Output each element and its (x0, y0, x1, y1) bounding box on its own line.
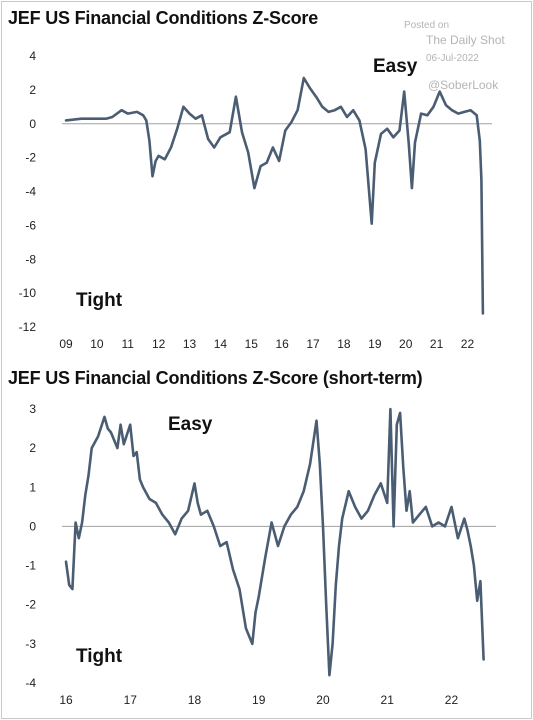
x-tick-label-short-term: 17 (124, 693, 138, 707)
y-tick-label-short-term: -2 (25, 598, 36, 612)
y-tick-label-short-term: -3 (25, 637, 36, 651)
y-tick-label-short-term: 0 (29, 519, 36, 533)
y-tick-label-short-term: 1 (29, 480, 36, 494)
series-line-long-term (64, 76, 485, 315)
y-tick-label-long-term: 0 (29, 117, 36, 131)
x-tick-label-short-term: 16 (59, 693, 73, 707)
y-tick-label-long-term: -12 (19, 320, 37, 334)
watermark-date: 06-Jul-2022 (426, 53, 479, 64)
x-tick-label-long-term: 22 (461, 337, 475, 351)
x-tick-label-long-term: 17 (306, 337, 320, 351)
watermark-posted: Posted on (404, 20, 449, 31)
x-tick-label-long-term: 18 (337, 337, 351, 351)
x-tick-label-long-term: 16 (275, 337, 289, 351)
watermark-handle: @SoberLook (428, 78, 499, 92)
x-tick-label-long-term: 09 (59, 337, 73, 351)
y-tick-label-long-term: -4 (25, 185, 36, 199)
x-tick-label-long-term: 10 (90, 337, 104, 351)
y-tick-label-long-term: 2 (29, 83, 36, 97)
x-tick-label-short-term: 18 (188, 693, 202, 707)
annotation-tight-short-term: Tight (76, 646, 123, 667)
watermark-source: The Daily Shot (426, 33, 505, 47)
x-tick-label-long-term: 14 (214, 337, 228, 351)
series-line-short-term (64, 407, 485, 677)
x-tick-label-short-term: 19 (252, 693, 266, 707)
x-tick-label-long-term: 20 (399, 337, 413, 351)
x-tick-label-short-term: 21 (381, 693, 395, 707)
y-tick-label-long-term: -8 (25, 252, 36, 266)
annotation-easy-short-term: Easy (168, 414, 213, 435)
x-tick-label-long-term: 12 (152, 337, 166, 351)
x-tick-label-short-term: 22 (445, 693, 459, 707)
chart-title-short-term: JEF US Financial Conditions Z-Score (sho… (8, 368, 423, 388)
y-tick-label-short-term: 3 (29, 402, 36, 416)
x-tick-label-long-term: 19 (368, 337, 382, 351)
y-tick-label-long-term: -10 (19, 286, 37, 300)
x-tick-label-long-term: 11 (122, 337, 135, 351)
x-tick-label-long-term: 21 (430, 337, 444, 351)
y-tick-label-long-term: 4 (29, 49, 36, 63)
y-tick-label-short-term: -1 (25, 559, 36, 573)
x-tick-label-long-term: 13 (183, 337, 197, 351)
y-tick-label-long-term: -6 (25, 218, 36, 232)
y-tick-label-short-term: -4 (25, 676, 36, 690)
y-tick-label-long-term: -2 (25, 151, 36, 165)
x-tick-label-long-term: 15 (245, 337, 259, 351)
y-tick-label-short-term: 2 (29, 441, 36, 455)
annotation-easy-long-term: Easy (373, 56, 418, 77)
annotation-tight-long-term: Tight (76, 290, 123, 311)
chart-title-long-term: JEF US Financial Conditions Z-Score (8, 8, 319, 28)
x-tick-label-short-term: 20 (316, 693, 330, 707)
